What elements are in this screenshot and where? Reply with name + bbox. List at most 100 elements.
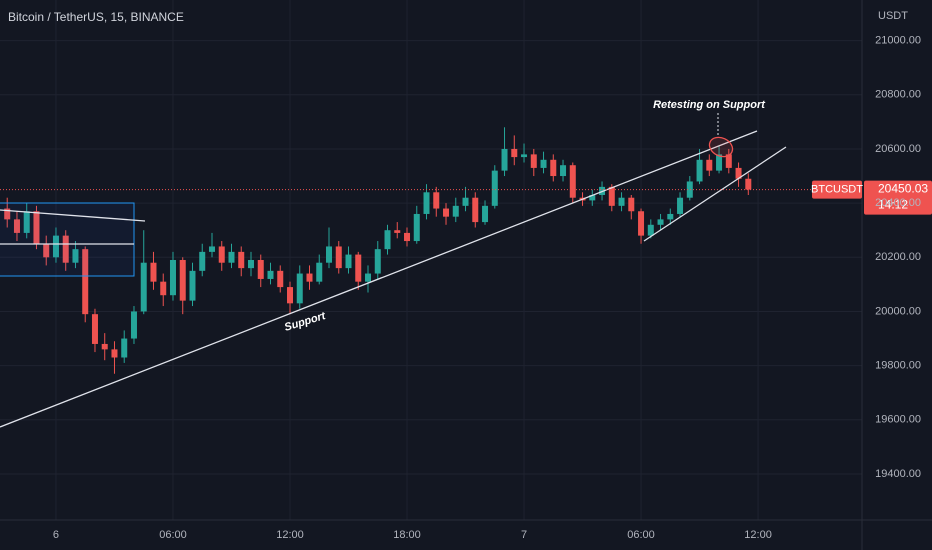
candle-body	[569, 165, 576, 198]
candle-body	[62, 235, 69, 263]
candle-body	[179, 260, 186, 301]
candle-body	[716, 154, 723, 171]
candle-body	[394, 230, 401, 233]
x-tick-label: 18:00	[393, 529, 421, 541]
candle-body	[208, 246, 215, 252]
candle-body	[638, 211, 645, 236]
candle-body	[4, 208, 11, 220]
candle-body	[72, 249, 79, 263]
candle-body	[677, 197, 684, 214]
candles	[4, 127, 752, 374]
candle-body	[667, 213, 674, 220]
candle-body	[521, 154, 528, 158]
symbol-tag: BTCUSDT	[811, 183, 863, 195]
chart-title: Bitcoin / TetherUS, 15, BINANCE	[8, 10, 184, 24]
candle-body	[52, 235, 59, 258]
range-box	[0, 202, 135, 277]
candle-body	[491, 170, 498, 206]
retest-label: Retesting on Support	[653, 99, 766, 111]
candle-body	[657, 219, 664, 225]
candle-body	[306, 273, 313, 282]
candle-body	[735, 167, 742, 179]
candle-body	[423, 192, 430, 214]
candle-body	[618, 197, 625, 206]
candle-body	[43, 243, 50, 258]
y-tick-label: 20400.00	[875, 197, 921, 209]
candle-body	[316, 262, 323, 282]
candle-body	[452, 205, 459, 217]
y-tick-label: 20200.00	[875, 251, 921, 263]
candle-body	[511, 148, 518, 158]
x-tick-label: 6	[53, 529, 59, 541]
candle-body	[82, 249, 89, 315]
retest-circle	[708, 136, 734, 158]
candle-body	[296, 273, 303, 304]
candle-body	[686, 181, 693, 198]
candle-body	[335, 246, 342, 269]
candle-body	[247, 260, 254, 269]
y-tick-label: 20800.00	[875, 89, 921, 101]
x-tick-label: 06:00	[627, 529, 655, 541]
candle-body	[472, 197, 479, 223]
grid	[0, 0, 862, 520]
y-tick-label: 21000.00	[875, 35, 921, 47]
candle-body	[501, 148, 508, 171]
y-tick-label: 19400.00	[875, 468, 921, 480]
price-tag-box	[864, 180, 932, 215]
y-tick-label: 20000.00	[875, 305, 921, 317]
candle-body	[277, 270, 284, 288]
candle-body	[345, 254, 352, 269]
price-tags: BTCUSDT 20450.03 14:12	[811, 180, 932, 215]
last-price: 20450.03	[878, 182, 928, 196]
candle-body	[238, 251, 245, 269]
candle-body	[433, 192, 440, 209]
candle-body	[257, 260, 264, 279]
candle-body	[462, 197, 469, 206]
candle-body	[101, 343, 108, 350]
candle-body	[121, 338, 128, 358]
candle-body	[560, 165, 567, 177]
candle-body	[326, 246, 333, 263]
candle-body	[404, 232, 411, 242]
candle-body	[111, 349, 118, 358]
y-tick-label: 20600.00	[875, 143, 921, 155]
candle-body	[550, 159, 557, 177]
candle-body	[199, 251, 206, 271]
candle-body	[745, 178, 752, 190]
candle-body	[150, 262, 157, 282]
candle-body	[23, 211, 30, 233]
y-tick-label: 19600.00	[875, 414, 921, 426]
candle-body	[355, 254, 362, 282]
candle-body	[189, 270, 196, 301]
candle-body	[540, 159, 547, 168]
candle-body	[267, 270, 274, 279]
candle-body	[706, 159, 713, 171]
candle-body	[169, 260, 176, 296]
y-axis-label: USDT	[878, 10, 908, 22]
candle-body	[413, 213, 420, 242]
candle-body	[160, 281, 167, 296]
candle-body	[218, 246, 225, 263]
candle-body	[374, 249, 381, 274]
candle-body	[140, 262, 147, 312]
x-tick-label: 7	[521, 529, 527, 541]
candle-body	[725, 154, 732, 168]
candle-body	[365, 273, 372, 282]
candle-body	[530, 154, 537, 168]
candle-body	[647, 224, 654, 236]
candle-body	[589, 195, 596, 201]
candle-body	[482, 205, 489, 223]
candle-body	[286, 287, 293, 304]
wedge-line	[643, 146, 787, 242]
candle-body	[628, 197, 635, 212]
candle-body	[384, 230, 391, 250]
candle-body	[608, 186, 615, 206]
countdown: 14:12	[878, 198, 908, 212]
candle-body	[33, 211, 40, 244]
symbol-tag-box	[812, 180, 862, 199]
candle-body	[130, 311, 137, 339]
y-tick-label: 19800.00	[875, 360, 921, 372]
candle-body	[696, 159, 703, 182]
